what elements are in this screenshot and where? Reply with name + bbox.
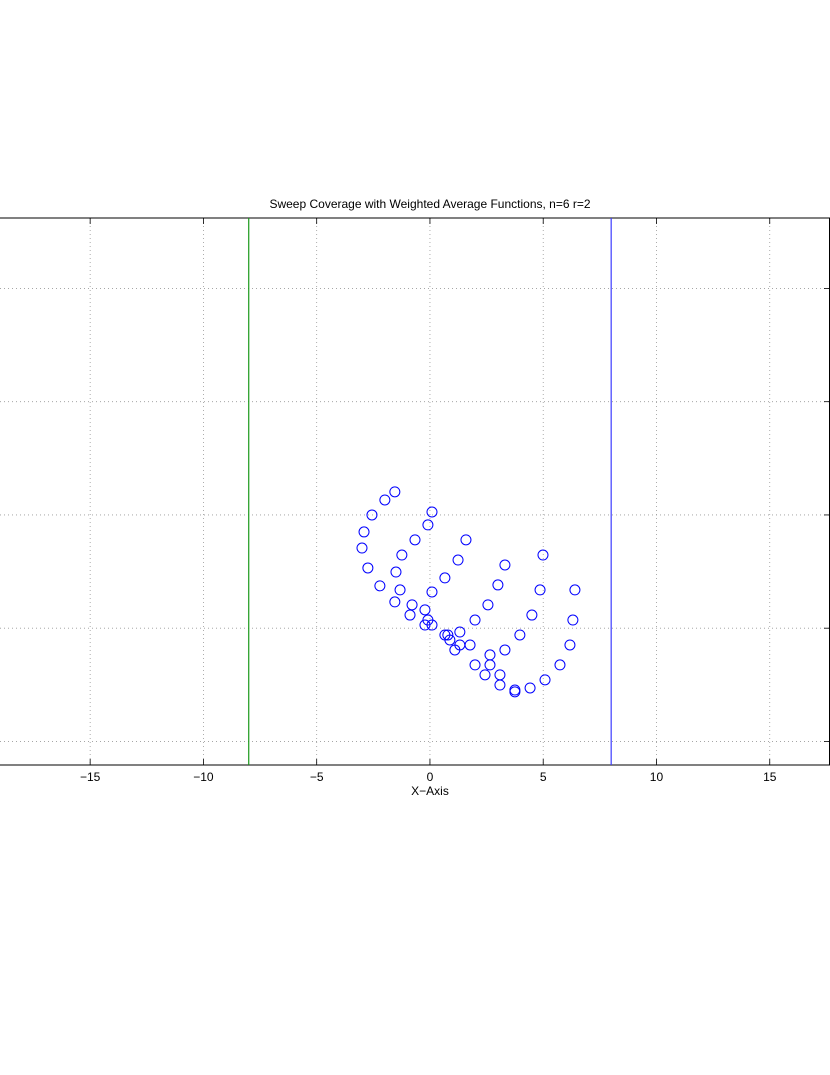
x-tick-label: −15 xyxy=(80,770,101,784)
trajectory-point xyxy=(406,599,418,611)
trajectory-point xyxy=(449,644,461,656)
trajectory-point xyxy=(479,669,491,681)
trajectory-point xyxy=(509,686,521,698)
trajectory-point xyxy=(366,509,378,521)
trajectory-point xyxy=(444,634,456,646)
trajectory-point xyxy=(442,629,454,641)
trajectory-point xyxy=(374,580,386,592)
x-tick-label: 0 xyxy=(427,770,434,784)
trajectory-point xyxy=(409,534,421,546)
x-tick-label: 10 xyxy=(650,770,664,784)
trajectory-point xyxy=(379,494,391,506)
trajectory-point xyxy=(539,674,551,686)
trajectory-point xyxy=(426,506,438,518)
trajectory-point xyxy=(564,639,576,651)
trajectory-point xyxy=(439,572,451,584)
trajectory-point xyxy=(494,669,506,681)
trajectory-point xyxy=(404,609,416,621)
trajectory-point xyxy=(567,614,579,626)
trajectory-point xyxy=(524,682,536,694)
trajectory-point xyxy=(484,649,496,661)
trajectory-point xyxy=(389,486,401,498)
trajectory-point xyxy=(469,659,481,671)
chart-title: Sweep Coverage with Weighted Average Fun… xyxy=(269,197,590,211)
x-tick-label: 5 xyxy=(540,770,547,784)
trajectory-point xyxy=(534,584,546,596)
trajectory-point xyxy=(569,584,581,596)
trajectory-point xyxy=(426,619,438,631)
x-tick-label: −5 xyxy=(310,770,324,784)
trajectory-point xyxy=(358,526,370,538)
trajectory-point xyxy=(554,659,566,671)
trajectory-point xyxy=(482,599,494,611)
x-tick-label: 15 xyxy=(763,770,777,784)
x-tick-label: −10 xyxy=(193,770,214,784)
trajectory-point xyxy=(419,604,431,616)
trajectory-point xyxy=(499,559,511,571)
x-axis-label: X−Axis xyxy=(411,784,449,798)
trajectory-point xyxy=(452,554,464,566)
trajectory-point xyxy=(537,549,549,561)
trajectory-point xyxy=(426,586,438,598)
trajectory-point xyxy=(464,639,476,651)
trajectory-point xyxy=(460,534,472,546)
trajectory-point xyxy=(492,579,504,591)
trajectory-point xyxy=(494,679,506,691)
trajectory-point xyxy=(390,566,402,578)
trajectory-point xyxy=(396,549,408,561)
trajectory-point xyxy=(389,596,401,608)
trajectory-point xyxy=(526,609,538,621)
trajectory-point xyxy=(362,562,374,574)
trajectory-point xyxy=(422,519,434,531)
trajectory-point xyxy=(454,626,466,638)
trajectory-point xyxy=(356,542,368,554)
trajectory-point xyxy=(484,659,496,671)
trajectory-point xyxy=(469,614,481,626)
trajectory-point xyxy=(514,629,526,641)
trajectory-point xyxy=(394,584,406,596)
trajectory-point xyxy=(499,644,511,656)
